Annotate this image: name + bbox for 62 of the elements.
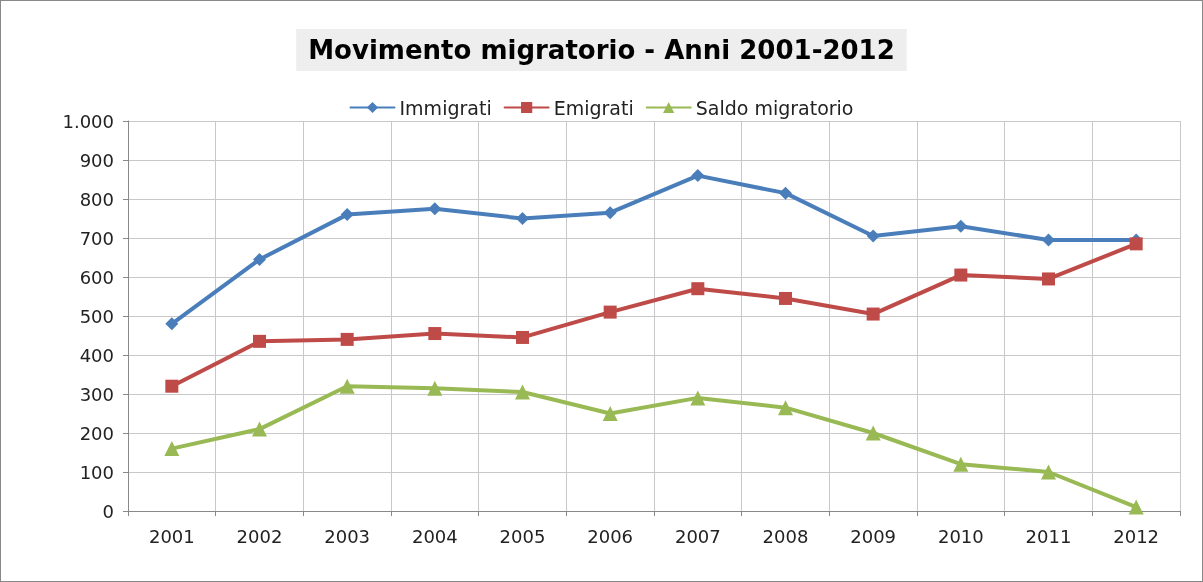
point [165,317,179,331]
y-tick-label: 0 [102,500,114,522]
x-tick-label: 2012 [1113,525,1160,547]
y-tick-label: 1.000 [62,110,114,132]
point [252,421,267,437]
legend-label: Saldo migratorio [695,96,854,119]
point [691,282,705,296]
x-tick-label: 2004 [411,525,458,547]
point [778,400,793,416]
point [603,206,617,220]
x-tick-label: 2007 [674,525,721,547]
point [428,327,442,341]
y-tick-label: 800 [79,188,114,210]
y-tick-label: 100 [79,461,114,483]
point [516,212,529,225]
x-tick-label: 2001 [148,525,195,547]
point [603,305,617,319]
chart-title: Movimento migratorio - Anni 2001-2012 [308,35,895,65]
y-tick-label: 600 [79,266,114,288]
point [779,291,792,305]
point [253,252,266,266]
point [340,332,354,346]
point [954,268,968,282]
point [602,406,618,421]
y-tick-label: 400 [79,344,114,366]
legend-label: Emigrati [553,96,634,119]
x-tick-label: 2008 [762,525,809,547]
x-tick-label: 2006 [587,525,634,547]
point [339,378,355,394]
point [866,307,880,321]
y-tick-label: 700 [79,227,114,249]
point [1041,464,1056,480]
point [165,379,179,393]
x-tick-label: 2011 [1025,525,1072,547]
point [427,380,443,396]
point [1042,272,1055,286]
point [865,425,881,441]
y-tick-label: 500 [79,305,114,327]
point [866,229,880,243]
x-tick-label: 2010 [937,525,984,547]
point [691,169,705,183]
point [515,384,530,400]
legend-label: Immigrati [399,96,492,119]
point [516,330,529,344]
y-tick-label: 200 [79,422,114,444]
point [1129,237,1143,251]
point [690,390,706,406]
point [164,441,180,457]
y-tick-label: 300 [79,383,114,405]
point [1128,499,1144,515]
point [953,456,969,472]
point [779,186,792,200]
y-tick-label: 900 [79,149,114,171]
point [1042,233,1055,247]
x-tick-label: 2003 [324,525,371,547]
point [340,208,354,222]
point [954,219,968,233]
point [428,202,442,216]
x-tick-label: 2005 [499,525,546,547]
x-tick-label: 2002 [236,525,283,547]
point [253,334,266,348]
x-tick-label: 2009 [850,525,897,547]
